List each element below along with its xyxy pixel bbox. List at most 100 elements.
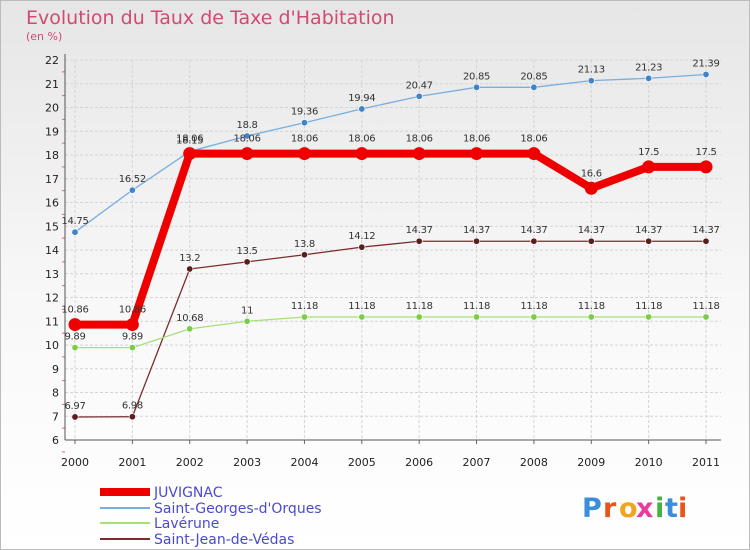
logo-letter: P — [582, 493, 602, 524]
y-tick-label: 15 — [45, 220, 59, 233]
x-tick-label: 2005 — [348, 456, 376, 469]
data-label: 13.2 — [179, 253, 200, 264]
y-tick-label: 19 — [45, 125, 59, 138]
y-tick-label: 7 — [52, 410, 59, 423]
data-label: 13.5 — [237, 246, 258, 257]
data-point — [355, 147, 369, 161]
data-label: 18.06 — [176, 134, 203, 145]
data-point — [473, 313, 481, 321]
data-point — [415, 313, 423, 321]
y-tick-label: 20 — [45, 102, 59, 115]
data-point — [358, 105, 366, 113]
data-label: 6.97 — [64, 401, 85, 412]
data-label: 11.18 — [692, 301, 719, 312]
y-tick-label: 13 — [45, 268, 59, 281]
chart-title: Evolution du Taux de Taxe d'Habitation — [26, 7, 395, 29]
data-label: 17.5 — [695, 147, 716, 158]
data-point — [300, 313, 308, 321]
data-point — [415, 92, 423, 100]
y-tick-label: 22 — [45, 54, 59, 67]
y-tick-label: 17 — [45, 173, 59, 186]
logo-letter: x — [636, 493, 653, 524]
data-point — [699, 160, 713, 174]
data-point — [702, 237, 710, 245]
y-tick-label: 10 — [45, 339, 59, 352]
data-label: 10.68 — [176, 313, 203, 324]
x-tick-label: 2000 — [61, 456, 89, 469]
data-label: 11.18 — [463, 301, 490, 312]
data-point — [530, 83, 538, 91]
x-tick-label: 2001 — [118, 456, 146, 469]
chart-subtitle: (en %) — [26, 30, 62, 43]
x-tick-label: 2003 — [233, 456, 261, 469]
data-point — [530, 237, 538, 245]
data-point — [186, 265, 194, 273]
data-label: 18.06 — [406, 134, 433, 145]
data-point — [587, 313, 595, 321]
data-point — [473, 237, 481, 245]
data-label: 11.18 — [348, 301, 375, 312]
data-point — [243, 132, 251, 140]
x-tick-label: 2004 — [290, 456, 318, 469]
y-tick-label: 6 — [52, 434, 59, 447]
data-point — [125, 318, 139, 332]
data-point — [300, 119, 308, 127]
data-label: 18.06 — [291, 134, 318, 145]
data-point — [183, 147, 197, 161]
x-tick-label: 2010 — [635, 456, 663, 469]
data-label: 14.37 — [578, 225, 605, 236]
data-label: 19.36 — [291, 107, 318, 118]
data-label: 18.06 — [348, 134, 375, 145]
data-point — [243, 258, 251, 266]
logo-letter: r — [603, 493, 617, 524]
data-label: 20.85 — [463, 71, 490, 82]
logo-letter: o — [619, 493, 638, 524]
data-point — [587, 77, 595, 85]
data-point — [71, 344, 79, 352]
data-point — [358, 243, 366, 251]
series-line — [74, 73, 707, 233]
y-tick-label: 12 — [45, 292, 59, 305]
data-label: 14.37 — [692, 225, 719, 236]
logo-letter: i — [655, 493, 664, 524]
data-label: 10.86 — [61, 305, 88, 316]
x-tick-label: 2011 — [692, 456, 720, 469]
legend-label: JUVIGNAC — [153, 485, 223, 501]
y-tick-label: 9 — [52, 363, 59, 376]
data-label: 9.89 — [122, 332, 143, 343]
data-label: 11.18 — [520, 301, 547, 312]
logo-letter: t — [665, 493, 678, 524]
data-label: 20.85 — [520, 71, 547, 82]
data-label: 21.23 — [635, 62, 662, 73]
x-tick-label: 2008 — [520, 456, 548, 469]
series-line — [75, 149, 706, 329]
y-tick-label: 18 — [45, 149, 59, 162]
data-point — [642, 160, 656, 174]
legend-label: Saint-Georges-d'Orques — [154, 501, 322, 517]
data-point — [243, 317, 251, 325]
data-point — [300, 251, 308, 259]
y-tick-label: 11 — [45, 315, 59, 328]
data-label: 18.15 — [176, 135, 203, 146]
data-label: 14.37 — [635, 225, 662, 236]
data-label: 11 — [241, 305, 253, 316]
data-point — [530, 313, 538, 321]
data-point — [128, 344, 136, 352]
data-point — [702, 313, 710, 321]
data-label: 19.94 — [348, 93, 375, 104]
series-line — [75, 316, 706, 349]
x-tick-label: 2002 — [176, 456, 204, 469]
data-point — [128, 413, 136, 421]
data-label: 16.52 — [119, 174, 146, 185]
data-point — [240, 147, 254, 161]
data-point — [587, 237, 595, 245]
data-point — [584, 181, 598, 195]
data-point — [297, 147, 311, 161]
data-label: 18.06 — [463, 134, 490, 145]
data-point — [128, 186, 136, 194]
x-tick-label: 2007 — [463, 456, 491, 469]
data-label: 14.37 — [406, 225, 433, 236]
x-tick-label: 2009 — [577, 456, 605, 469]
legend-label: Saint-Jean-de-Védas — [154, 532, 294, 548]
